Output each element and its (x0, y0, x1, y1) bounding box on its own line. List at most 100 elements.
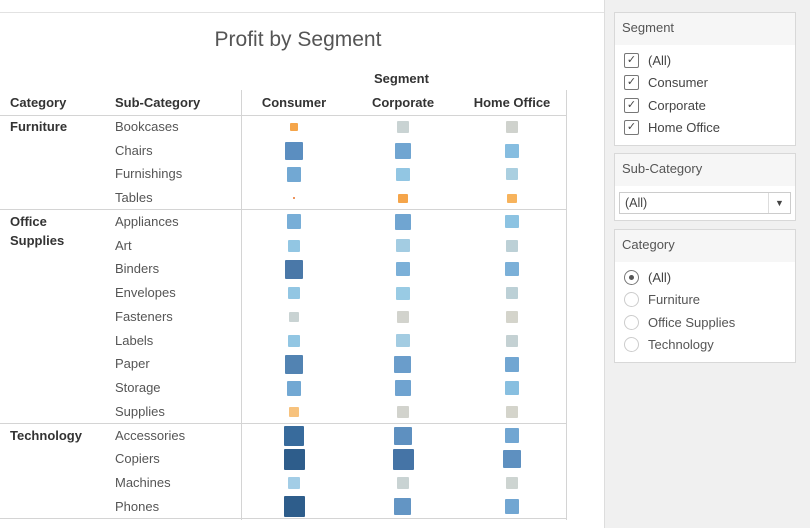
subcategory-label: Accessories (115, 427, 186, 443)
divider (241, 90, 242, 520)
profit-mark[interactable] (288, 334, 300, 347)
profit-mark[interactable] (395, 213, 411, 230)
profit-mark[interactable] (506, 310, 518, 323)
radio-icon[interactable] (624, 337, 639, 353)
profit-mark[interactable] (394, 498, 412, 516)
chart-title: Profit by Segment (214, 28, 382, 51)
profit-mark[interactable] (397, 477, 409, 490)
subcategory-value: (All) (625, 196, 648, 210)
category-label: Office Supplies (10, 214, 65, 248)
profit-mark[interactable] (506, 405, 518, 418)
column-header-consumer: Consumer (261, 95, 327, 110)
category-option-label: (All) (648, 269, 672, 285)
top-border (0, 12, 604, 13)
profit-mark[interactable] (288, 311, 300, 322)
profit-mark[interactable] (284, 425, 304, 446)
divider (0, 115, 567, 116)
profit-mark[interactable] (288, 239, 300, 252)
category-option[interactable]: Office Supplies (615, 311, 795, 334)
profit-mark[interactable] (292, 197, 296, 200)
profit-mark[interactable] (506, 120, 518, 133)
segment-option[interactable]: ✓ Corporate (615, 94, 795, 117)
profit-mark[interactable] (504, 499, 520, 515)
category-header: Category (10, 95, 67, 110)
segment-option[interactable]: ✓ Consumer (615, 72, 795, 95)
profit-mark[interactable] (288, 287, 300, 300)
profit-mark[interactable] (396, 167, 410, 181)
segment-option[interactable]: ✓ (All) (615, 49, 795, 72)
profit-mark[interactable] (284, 259, 304, 279)
subcategory-header: Sub-Category (115, 95, 201, 110)
subcategory-label: Tables (115, 190, 153, 206)
profit-mark[interactable] (396, 334, 410, 348)
profit-mark[interactable] (504, 381, 520, 396)
profit-mark[interactable] (284, 141, 304, 160)
profit-mark[interactable] (395, 142, 411, 159)
category-option[interactable]: (All) (615, 266, 795, 289)
profit-mark[interactable] (504, 428, 520, 444)
segment-filter-title: Segment (615, 13, 795, 45)
subcategory-filter: Sub-Category (All) ▼ (614, 153, 796, 221)
profit-mark[interactable] (395, 262, 411, 277)
category-option-label: Office Supplies (648, 314, 736, 330)
profit-mark[interactable] (397, 120, 409, 133)
profit-mark[interactable] (506, 168, 518, 181)
segment-header: Segment (374, 71, 429, 86)
profit-mark[interactable] (504, 143, 520, 158)
profit-mark[interactable] (284, 354, 304, 374)
profit-mark[interactable] (394, 355, 412, 373)
profit-mark[interactable] (288, 406, 300, 417)
profit-mark[interactable] (395, 380, 411, 397)
chevron-down-icon[interactable]: ▼ (768, 193, 790, 213)
profit-mark[interactable] (396, 286, 410, 300)
category-option[interactable]: Technology (615, 334, 795, 357)
profit-mark[interactable] (283, 448, 305, 470)
profit-mark[interactable] (507, 193, 517, 203)
profit-mark[interactable] (286, 380, 302, 396)
profit-mark[interactable] (397, 405, 409, 418)
segment-option-label: (All) (648, 52, 672, 68)
radio-selected-icon[interactable] (624, 269, 639, 285)
profit-mark[interactable] (502, 450, 522, 469)
subcategory-label: Labels (115, 332, 154, 348)
column-header-corporate: Corporate (371, 95, 435, 110)
profit-mark[interactable] (397, 310, 409, 323)
profit-mark[interactable] (505, 215, 519, 229)
profit-mark[interactable] (392, 448, 414, 470)
category-option-label: Furniture (648, 292, 701, 308)
subcategory-label: Machines (115, 475, 171, 491)
checkbox-checked-icon[interactable]: ✓ (624, 97, 639, 113)
subcategory-label: Fasteners (115, 308, 173, 324)
profit-mark[interactable] (504, 356, 520, 372)
profit-mark[interactable] (286, 166, 302, 182)
profit-mark[interactable] (506, 477, 518, 490)
subcategory-dropdown[interactable]: (All) ▼ (619, 192, 791, 214)
profit-mark[interactable] (396, 239, 410, 253)
radio-icon[interactable] (624, 292, 639, 308)
profit-mark[interactable] (506, 287, 518, 300)
subcategory-label: Phones (115, 498, 160, 514)
subcategory-label: Chairs (115, 142, 153, 158)
divider (0, 517, 567, 519)
profit-mark[interactable] (283, 496, 305, 518)
segment-option[interactable]: ✓ Home Office (615, 117, 795, 140)
category-filter: Category (All) Furniture Office Supplies Te… (614, 229, 796, 363)
radio-icon[interactable] (624, 314, 639, 330)
profit-mark[interactable] (288, 477, 300, 490)
profit-mark[interactable] (504, 262, 520, 277)
segment-filter: Segment ✓ (All) ✓ Consumer ✓ Corporate ✓ Home O… (614, 12, 796, 146)
checkbox-checked-icon[interactable]: ✓ (624, 52, 639, 68)
profit-mark[interactable] (398, 193, 408, 203)
checkbox-checked-icon[interactable]: ✓ (624, 75, 639, 91)
profit-mark[interactable] (393, 426, 413, 445)
subcategory-label: Appliances (115, 213, 179, 229)
subcategory-filter-title: Sub-Category (615, 154, 795, 186)
subcategory-label: Binders (115, 261, 160, 277)
subcategory-label: Supplies (115, 403, 165, 419)
profit-mark[interactable] (506, 334, 518, 347)
profit-mark[interactable] (286, 214, 302, 230)
profit-mark[interactable] (506, 239, 518, 252)
profit-mark[interactable] (290, 122, 298, 131)
category-option[interactable]: Furniture (615, 289, 795, 312)
checkbox-checked-icon[interactable]: ✓ (624, 120, 639, 136)
